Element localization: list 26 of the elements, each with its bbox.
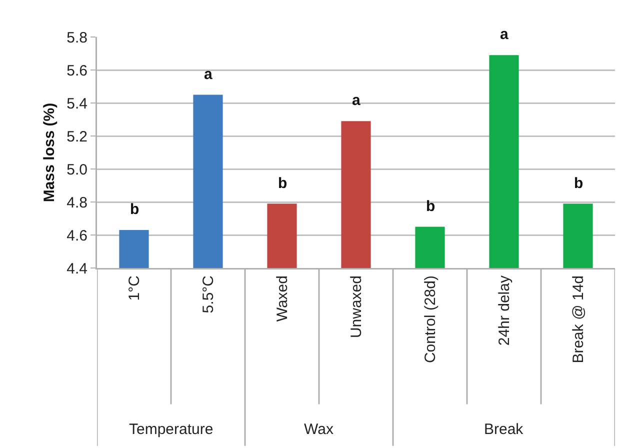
y-axis-title: Mass loss (%)	[41, 102, 58, 202]
text: Wax	[304, 421, 334, 438]
annotation: a	[500, 26, 509, 43]
x-tick-label: 24hr delay	[496, 275, 513, 346]
text: Break	[484, 421, 524, 438]
annotation: b	[278, 175, 288, 192]
annotation: b	[426, 198, 436, 215]
annotation: a	[352, 92, 361, 109]
x-tick-label: Break @ 14d	[570, 276, 587, 364]
y-tick-label: 5.0	[66, 161, 88, 178]
annotation: b	[574, 175, 584, 192]
x-tick-label: Waxed	[274, 276, 291, 322]
y-tick-label: 5.8	[66, 29, 88, 46]
x-tick-label: 1°C	[126, 275, 143, 301]
y-tick-label: 4.6	[66, 227, 88, 244]
annotation: a	[204, 66, 213, 83]
y-tick-label: 5.2	[66, 128, 88, 146]
y-tick-label: 5.4	[66, 95, 88, 112]
x-tick-label: Control (28d)	[422, 276, 439, 364]
y-tick-label: 5.6	[66, 62, 88, 80]
x-tick-label: 5.5°C	[200, 275, 217, 314]
annotation: b	[130, 201, 140, 218]
y-tick-label: 4.8	[66, 194, 88, 212]
y-tick-label: 4.4	[66, 260, 88, 278]
x-tick-label: Unwaxed	[348, 276, 365, 338]
text: Temperature	[129, 421, 214, 438]
